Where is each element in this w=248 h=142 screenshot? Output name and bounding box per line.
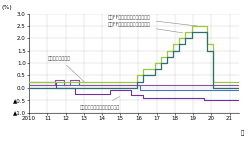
Text: 米国FFレート誤導目標（下限）: 米国FFレート誤導目標（下限） bbox=[108, 22, 183, 33]
Text: 年: 年 bbox=[241, 130, 244, 136]
Text: ユーロ圏預金ファシリティ金利: ユーロ圏預金ファシリティ金利 bbox=[80, 97, 121, 110]
Text: 米国FFレート誤導目標（上限）: 米国FFレート誤導目標（上限） bbox=[108, 15, 198, 26]
Text: 日本短期政策金利: 日本短期政策金利 bbox=[47, 56, 85, 83]
Text: (%): (%) bbox=[2, 5, 13, 10]
